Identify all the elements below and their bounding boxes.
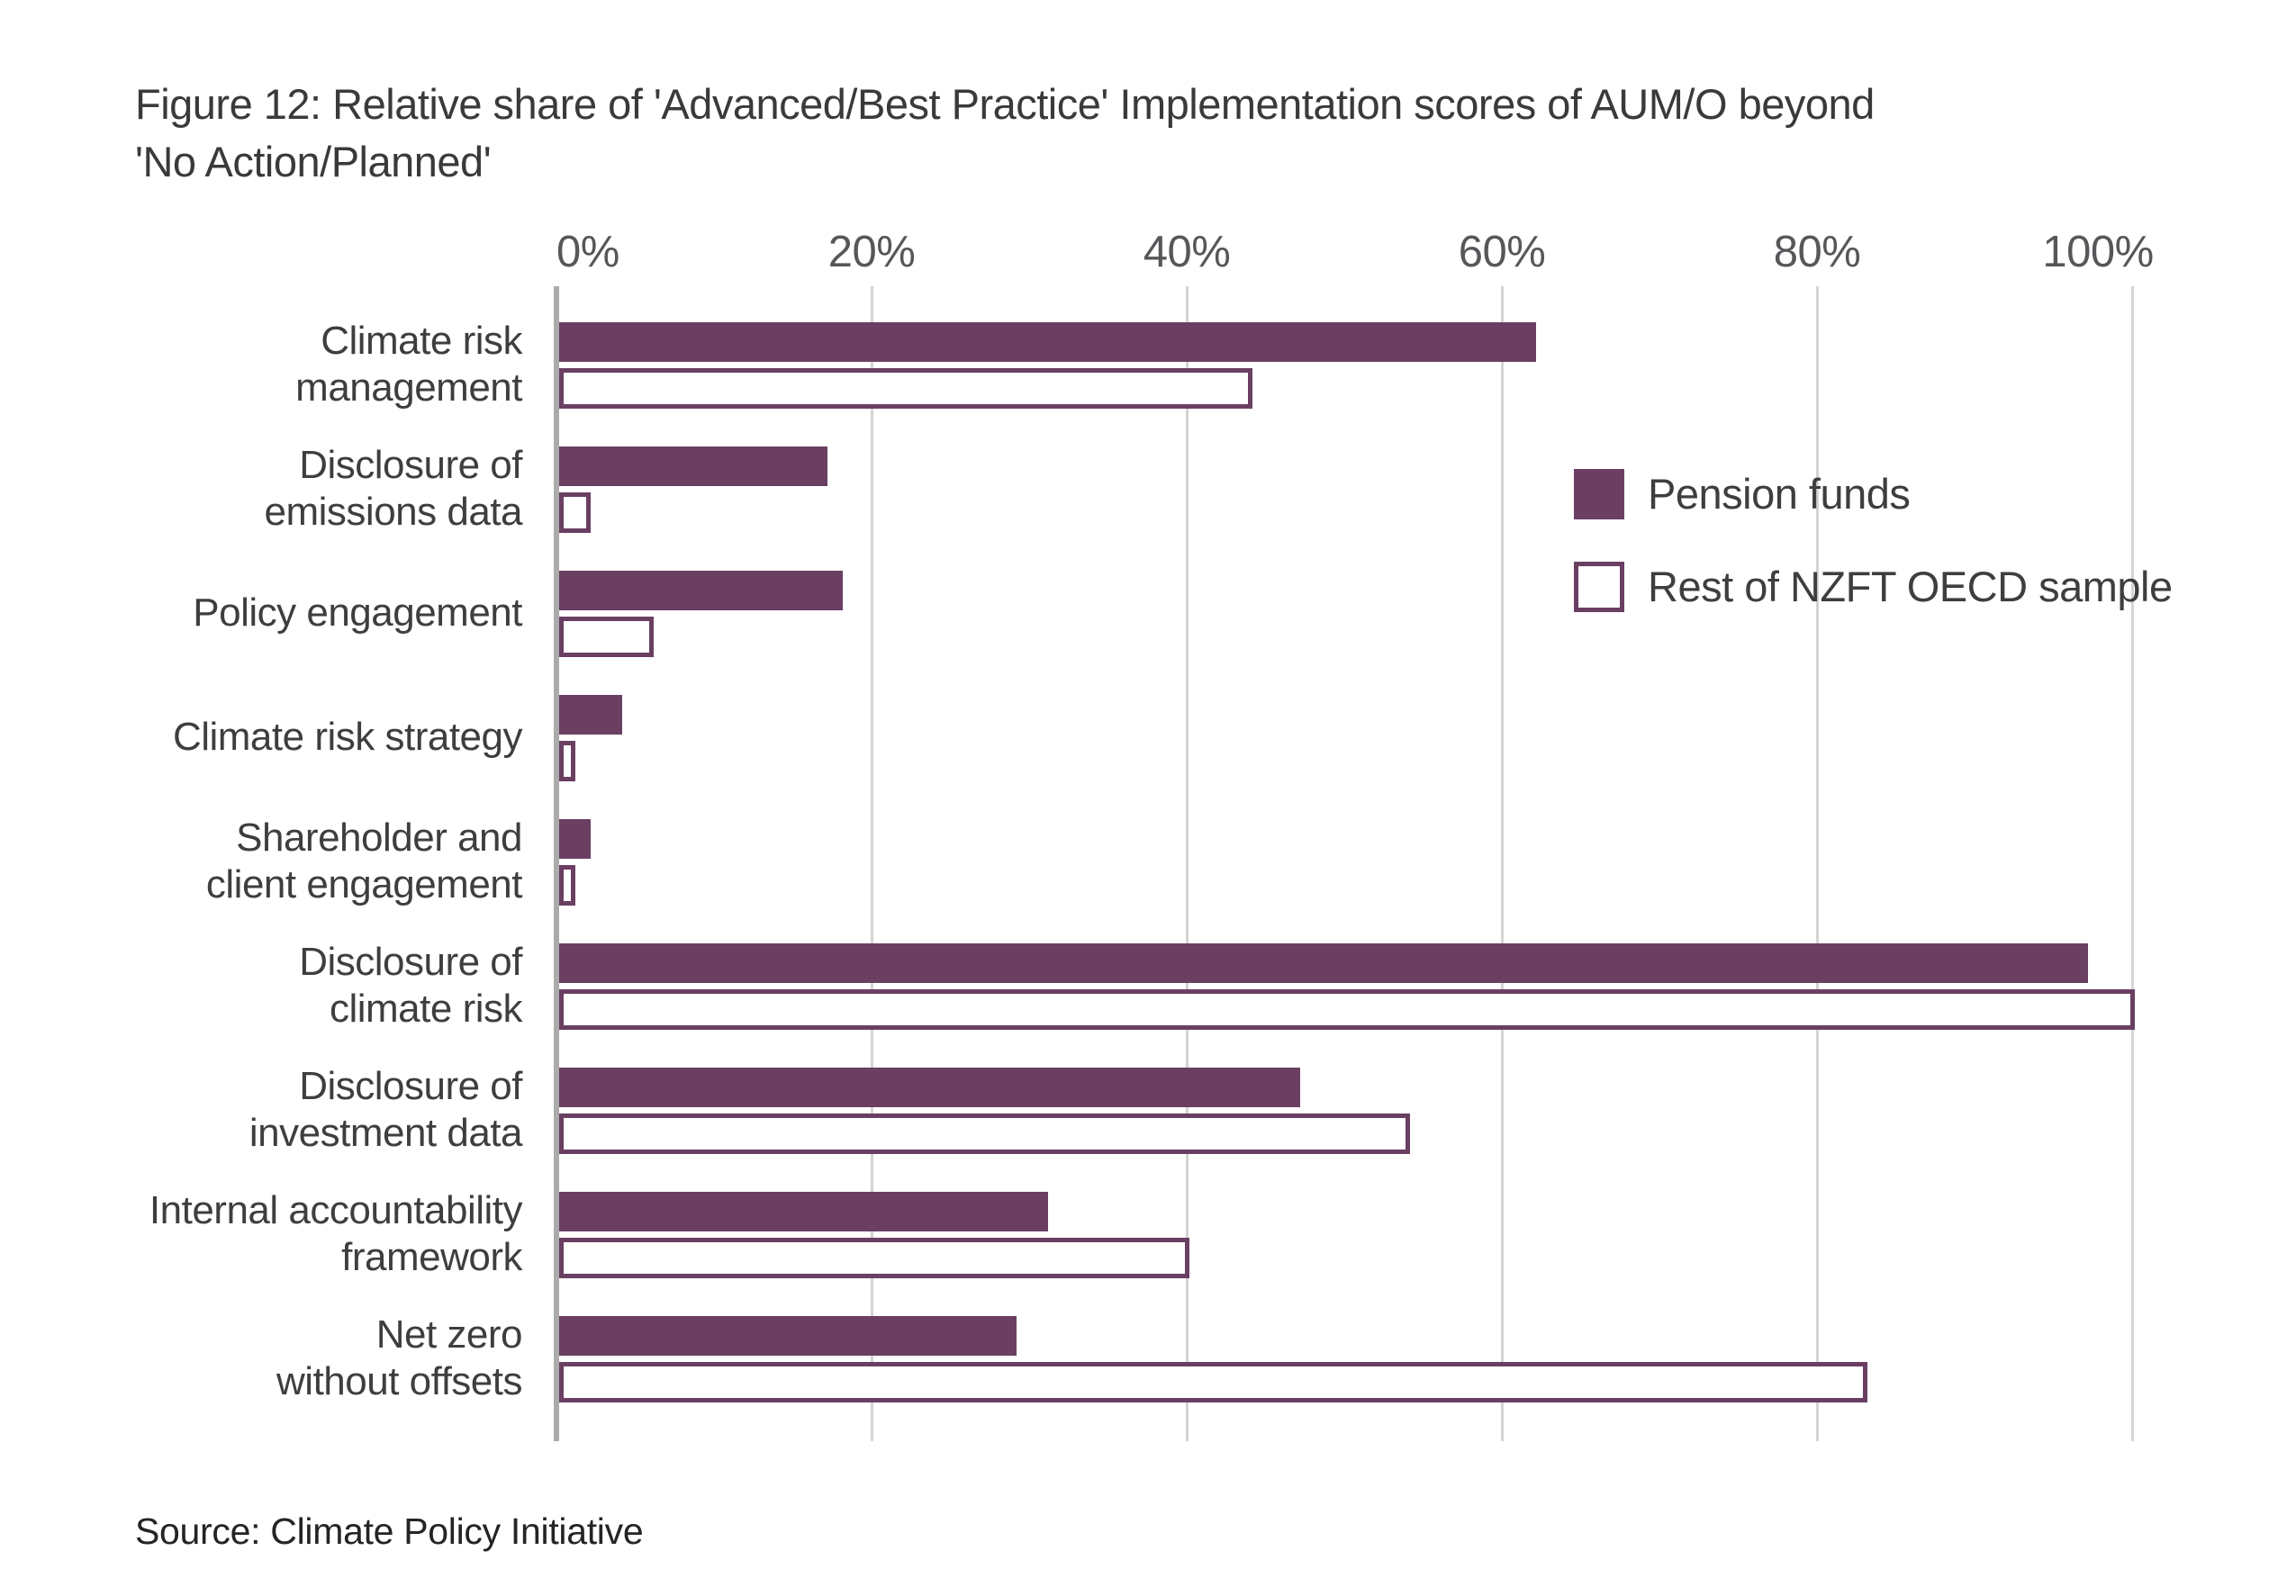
legend-swatch-rest-of-sample: [1574, 562, 1624, 612]
bar-pension-funds-disclosure-of-investment-data: [559, 1068, 1300, 1107]
category-label-net-zero-without-offsets: Net zero without offsets: [54, 1312, 522, 1405]
figure-title-line-1: Figure 12: Relative share of 'Advanced/B…: [135, 80, 1875, 128]
category-label-line: without offsets: [276, 1359, 522, 1403]
category-label-climate-risk-management: Climate risk management: [54, 318, 522, 411]
bar-rest-of-nzft-oecd-sample-disclosure-of-emissions-data: [559, 492, 591, 533]
category-label-line: Climate risk: [321, 319, 522, 363]
category-label-line: Disclosure of: [299, 443, 522, 487]
category-label-line: Policy engagement: [193, 591, 522, 635]
category-label-line: emissions data: [264, 490, 523, 534]
legend-swatch-pension-funds: [1574, 469, 1624, 519]
category-label-shareholder-and-client-engagement: Shareholder and client engagement: [54, 815, 523, 908]
x-tick-label-40pct: 40%: [1143, 228, 1231, 276]
category-label-disclosure-of-investment-data: Disclosure of investment data: [54, 1063, 523, 1157]
x-tick-label-20pct: 20%: [827, 228, 916, 276]
figure-title-line-2: 'No Action/Planned': [135, 138, 492, 185]
gridline-20pct: [870, 286, 873, 1441]
bar-rest-of-nzft-oecd-sample-policy-engagement: [559, 617, 654, 657]
category-label-line: Disclosure of: [299, 1064, 522, 1108]
figure-title: Figure 12: Relative share of 'Advanced/B…: [135, 76, 2170, 191]
bar-rest-of-nzft-oecd-sample-net-zero-without-offsets: [559, 1362, 1867, 1402]
category-label-line: Disclosure of: [299, 940, 522, 984]
category-label-policy-engagement: Policy engagement: [54, 590, 522, 636]
category-label-line: Climate risk strategy: [172, 715, 523, 759]
gridline-80pct: [1815, 286, 1819, 1441]
gridline-60pct: [1500, 286, 1504, 1441]
bar-rest-of-nzft-oecd-sample-disclosure-of-climate-risk: [559, 989, 2135, 1030]
y-axis-line: [554, 286, 559, 1441]
bar-pension-funds-net-zero-without-offsets: [559, 1316, 1017, 1356]
category-label-line: Shareholder and: [236, 816, 522, 860]
x-tick-label-0pct: 0%: [556, 228, 619, 276]
bar-pension-funds-disclosure-of-climate-risk: [559, 943, 2088, 983]
category-label-line: investment data: [249, 1111, 523, 1155]
bar-pension-funds-climate-risk-strategy: [559, 695, 622, 735]
bar-pension-funds-shareholder-and-client-engagement: [559, 819, 591, 859]
x-tick-label-80pct: 80%: [1773, 228, 1861, 276]
bar-pension-funds-internal-accountability-framework: [559, 1192, 1048, 1231]
bar-pension-funds-climate-risk-management: [559, 322, 1536, 362]
category-label-line: Net zero: [375, 1312, 523, 1357]
category-label-line: management: [295, 365, 522, 410]
category-label-line: client engagement: [205, 862, 523, 906]
category-label-line: Internal accountability: [149, 1188, 523, 1232]
category-label-line: framework: [341, 1235, 522, 1279]
legend-label-pension-funds: Pension funds: [1648, 470, 1911, 518]
category-label-line: climate risk: [329, 987, 523, 1031]
category-label-disclosure-of-emissions-data: Disclosure of emissions data: [54, 442, 523, 536]
x-tick-label-100pct: 100%: [2042, 228, 2154, 276]
bar-pension-funds-policy-engagement: [559, 571, 843, 610]
bar-rest-of-nzft-oecd-sample-climate-risk-management: [559, 368, 1252, 409]
x-tick-label-60pct: 60%: [1458, 228, 1546, 276]
legend-label-rest-of-sample: Rest of NZFT OECD sample: [1648, 563, 2173, 610]
bar-rest-of-nzft-oecd-sample-internal-accountability-framework: [559, 1238, 1189, 1278]
bar-pension-funds-disclosure-of-emissions-data: [559, 446, 827, 486]
gridline-40pct: [1185, 286, 1189, 1441]
bar-rest-of-nzft-oecd-sample-climate-risk-strategy: [559, 741, 575, 781]
category-label-internal-accountability-framework: Internal accountability framework: [54, 1187, 523, 1281]
bar-rest-of-nzft-oecd-sample-shareholder-and-client-engagement: [559, 865, 575, 906]
category-label-climate-risk-strategy: Climate risk strategy: [54, 714, 523, 761]
source-note: Source: Climate Policy Initiative: [135, 1510, 644, 1552]
gridline-100pct: [2130, 286, 2134, 1441]
bar-rest-of-nzft-oecd-sample-disclosure-of-investment-data: [559, 1114, 1410, 1154]
category-label-disclosure-of-climate-risk: Disclosure of climate risk: [54, 939, 522, 1032]
